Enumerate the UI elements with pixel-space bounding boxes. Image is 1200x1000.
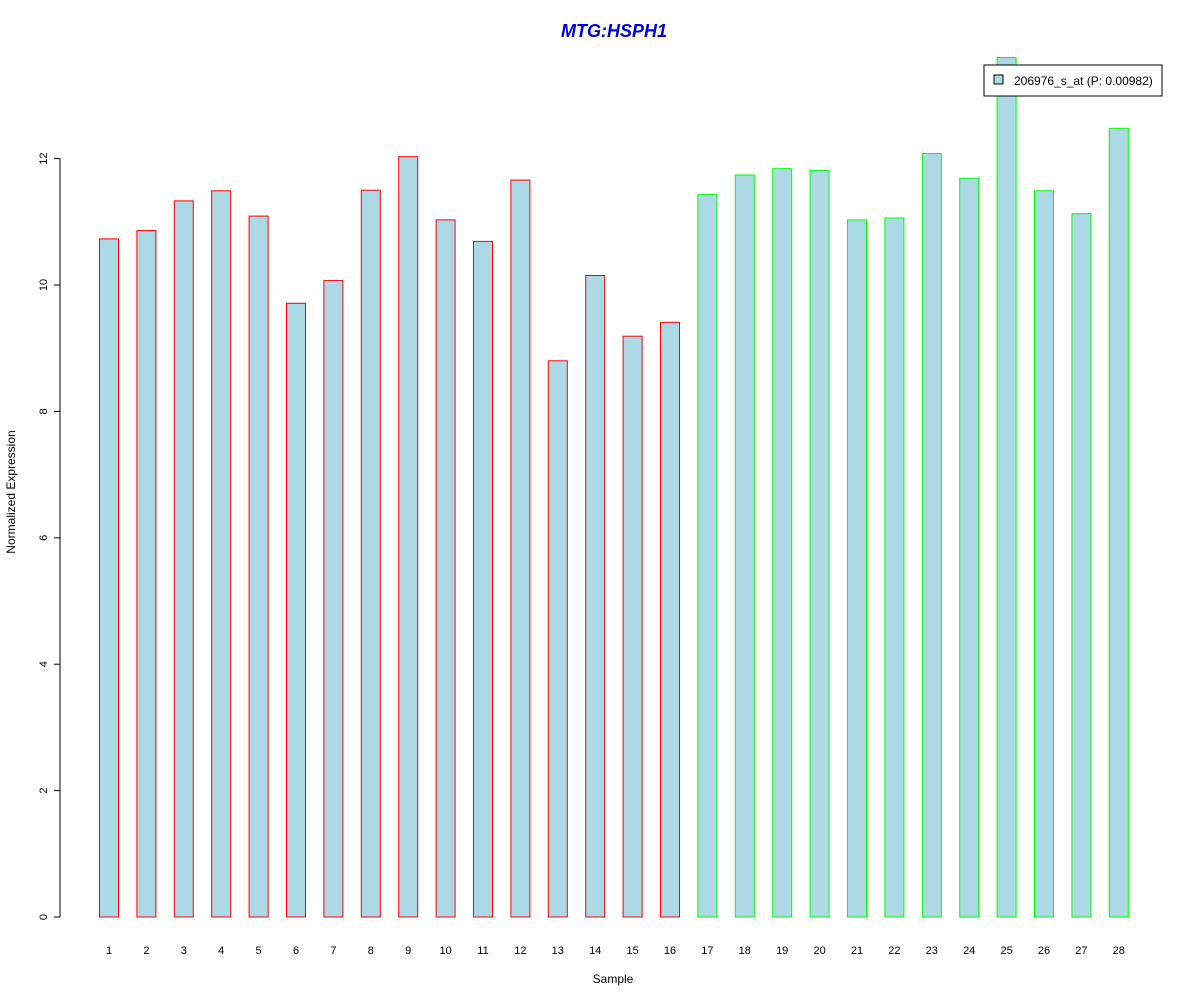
bar-sample-24 [959, 177, 980, 918]
bar-sample-14 [585, 275, 606, 918]
bar-sample-20 [809, 170, 830, 918]
x-tick-label: 21 [851, 945, 863, 957]
x-tick-label: 26 [1038, 945, 1050, 957]
bar-sample-16 [660, 321, 680, 918]
bar-sample-13 [547, 360, 568, 918]
bar-sample-22 [884, 217, 905, 918]
x-tick-label: 17 [701, 945, 713, 957]
bar-sample-12 [510, 179, 531, 918]
x-tick-label: 7 [330, 945, 336, 957]
bar-sample-10 [435, 219, 456, 918]
bar-sample-27 [1071, 213, 1092, 918]
bar-sample-25 [996, 57, 1017, 918]
x-tick-label: 6 [293, 945, 299, 957]
chart-title: MTG:HSPH1 [561, 21, 667, 41]
x-tick-label: 12 [514, 945, 526, 957]
bar-sample-23 [921, 153, 942, 918]
x-tick-label: 1 [106, 945, 112, 957]
bar-sample-7 [323, 280, 344, 918]
x-axis-label: Sample [593, 972, 634, 986]
x-tick-label: 13 [552, 945, 564, 957]
x-tick-label: 2 [143, 945, 149, 957]
x-tick-label: 24 [963, 945, 975, 957]
bar-sample-2 [136, 230, 157, 918]
x-tick-label: 3 [181, 945, 187, 957]
bar-sample-6 [286, 302, 306, 918]
x-tick-label: 19 [776, 945, 788, 957]
legend-entry-label: 206976_s_at (P: 0.00982) [1014, 74, 1153, 88]
x-tick-label: 11 [477, 945, 488, 957]
x-tick-label: 18 [739, 945, 751, 957]
bar-sample-9 [398, 156, 419, 918]
bar-sample-8 [360, 189, 381, 918]
x-tick-label: 10 [439, 945, 451, 957]
bar-sample-15 [622, 335, 643, 918]
x-tick-label: 4 [218, 945, 224, 957]
y-axis: 0 2 4 6 8 10 12 [38, 152, 61, 920]
y-tick-label: 6 [38, 535, 50, 541]
bar-sample-4 [211, 190, 232, 918]
x-tick-label: 5 [256, 945, 262, 957]
y-tick-label: 10 [38, 279, 50, 291]
legend-box [983, 64, 1163, 97]
x-tick-label: 23 [926, 945, 938, 957]
x-tick-label: 15 [626, 945, 638, 957]
bar-sample-28 [1108, 127, 1129, 918]
y-tick-label: 8 [38, 408, 50, 414]
bar-sample-3 [173, 200, 194, 918]
x-tick-label: 14 [589, 945, 601, 957]
legend: 206976_s_at (P: 0.00982) [983, 64, 1163, 97]
bar-sample-19 [772, 168, 793, 918]
y-tick-label: 4 [38, 661, 50, 667]
bar-sample-18 [734, 174, 755, 918]
y-tick-label: 0 [38, 914, 50, 920]
y-axis-label: Normalized Expression [4, 430, 18, 553]
bar-sample-1 [99, 238, 119, 918]
x-tick-label: 16 [664, 945, 676, 957]
bar-sample-21 [847, 219, 867, 918]
y-tick-label: 12 [38, 152, 50, 164]
bar-sample-17 [697, 194, 718, 918]
x-tick-label: 25 [1000, 945, 1012, 957]
x-tick-label: 9 [405, 945, 411, 957]
x-tick-labels: 1 2 3 4 5 6 7 8 9 10 11 12 13 14 15 16 17 18 19 20 21 22 23 24 2… [106, 945, 1125, 957]
x-tick-label: 20 [813, 945, 825, 957]
x-tick-label: 8 [368, 945, 374, 957]
bar-sample-5 [248, 215, 269, 918]
x-tick-label: 22 [888, 945, 900, 957]
bar-sample-11 [473, 240, 493, 918]
x-tick-label: 28 [1113, 945, 1125, 957]
legend-swatch [993, 74, 1004, 85]
bars-group [99, 57, 1129, 918]
y-tick-label: 2 [38, 788, 50, 794]
bar-sample-26 [1034, 190, 1054, 918]
x-tick-label: 27 [1075, 945, 1087, 957]
